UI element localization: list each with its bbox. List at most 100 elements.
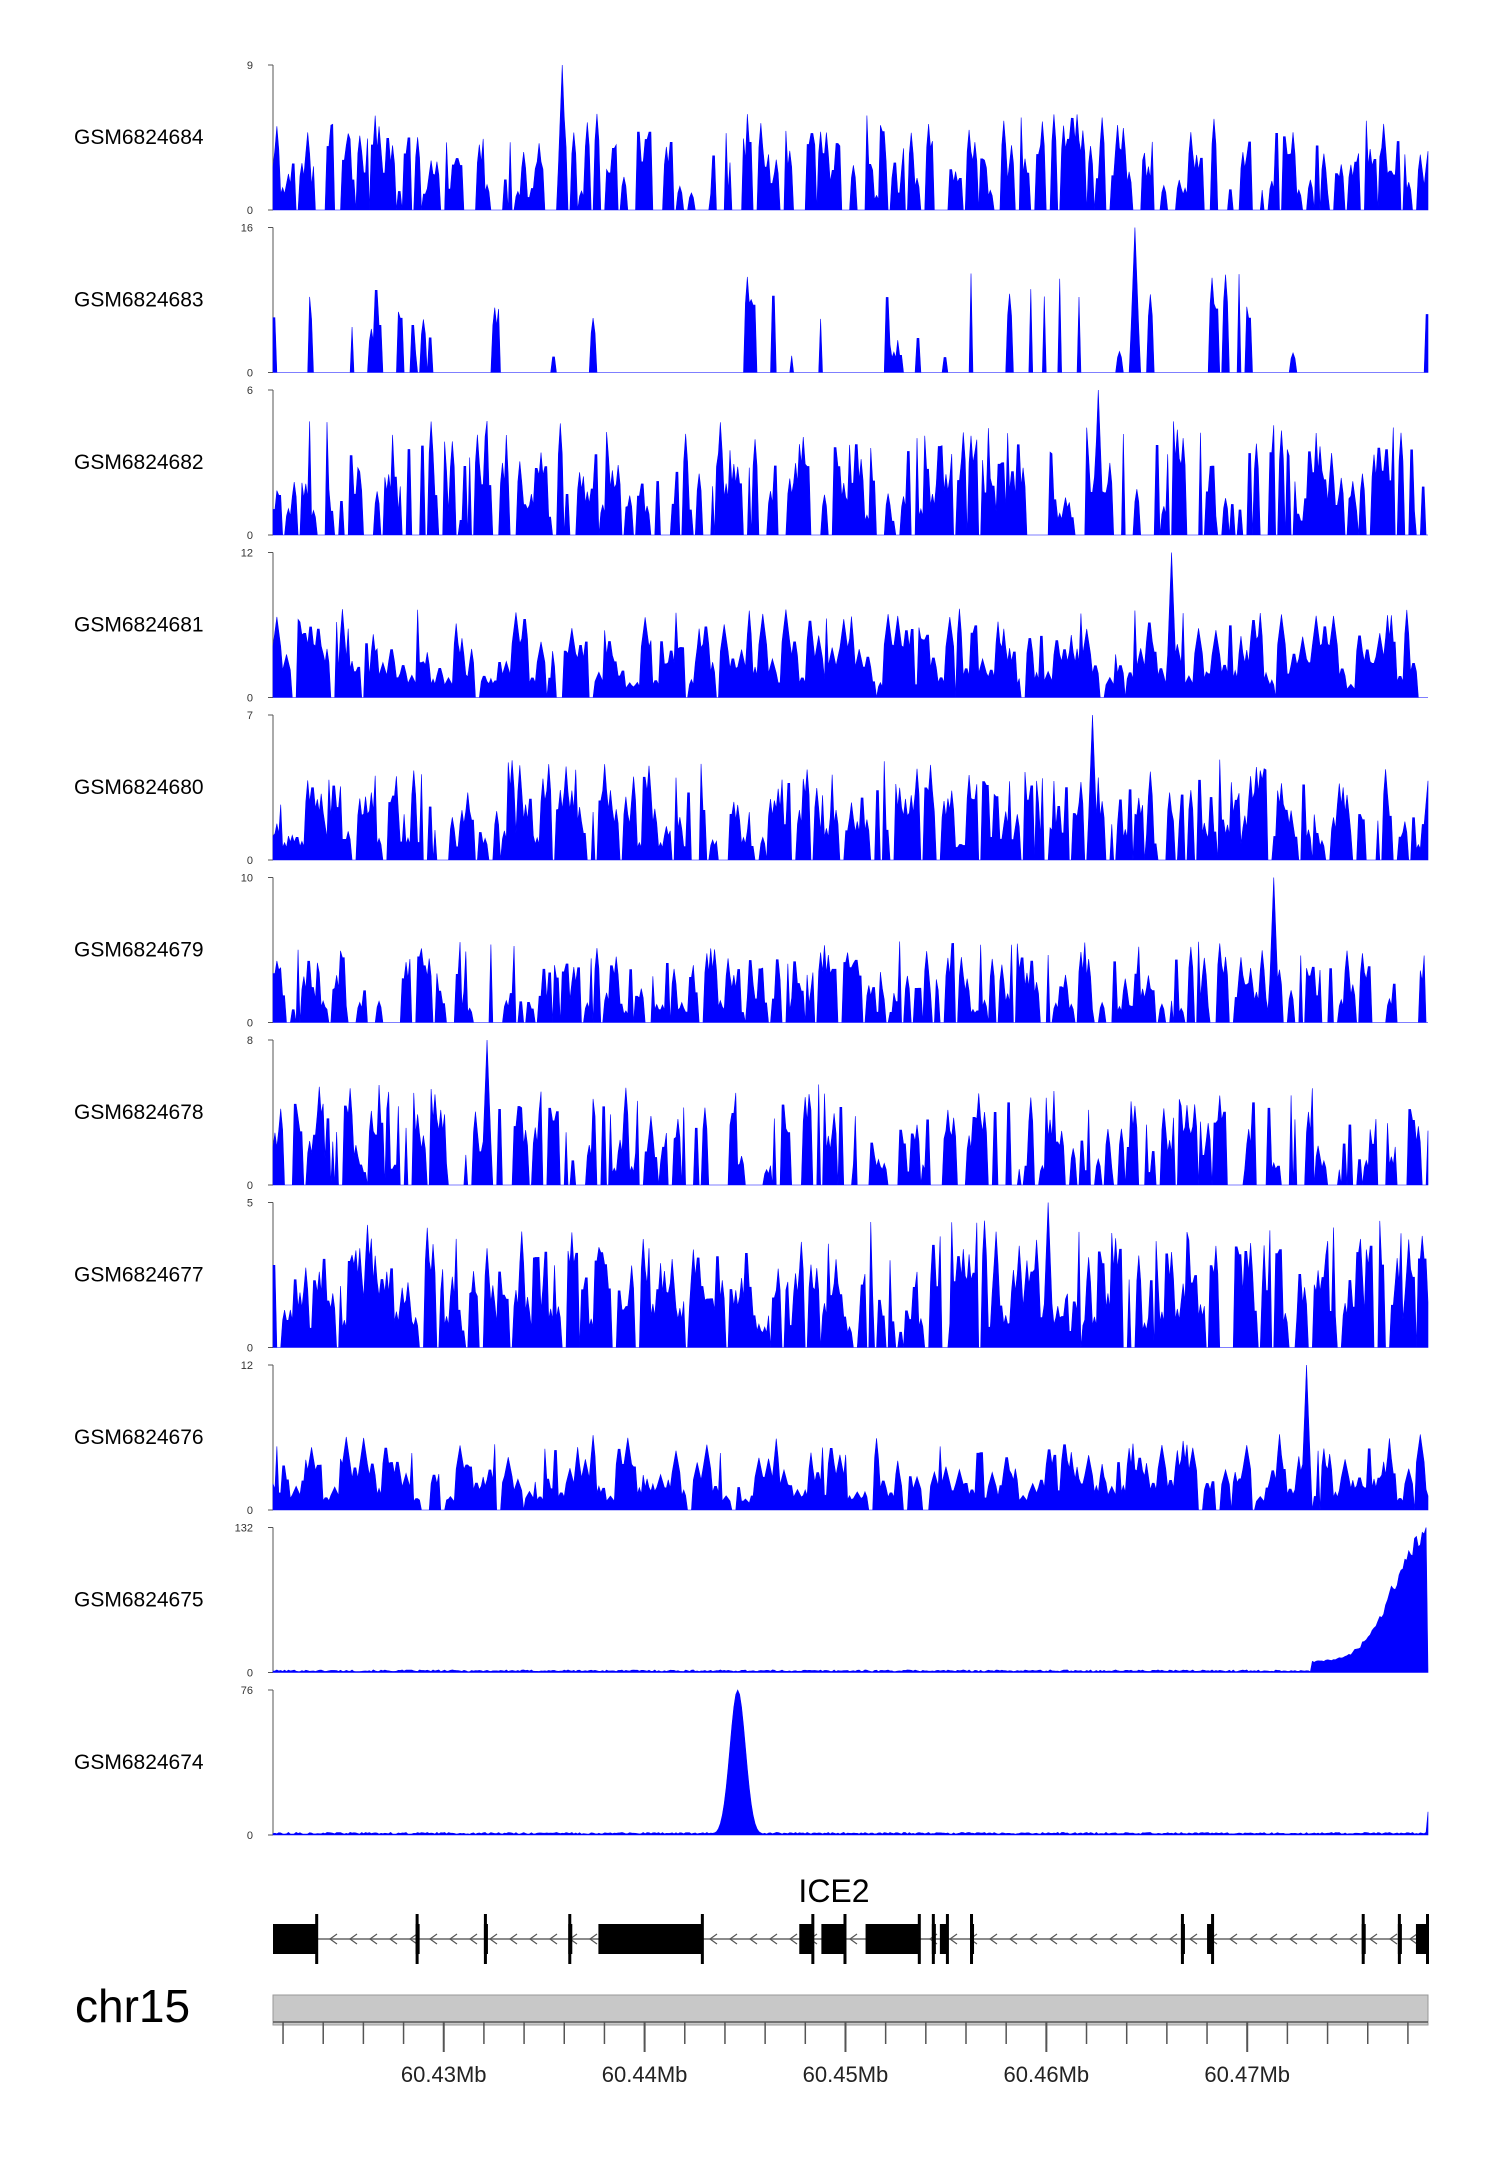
coverage-area (272, 1202, 1429, 1348)
track-name: GSM6824675 (74, 1589, 204, 1612)
signal-track-GSM6824680: GSM6824680 7 0 (74, 710, 1429, 867)
gene-exon-boundary (970, 1914, 974, 1964)
track-name: GSM6824676 (74, 1426, 204, 1449)
track-name: GSM6824674 (74, 1751, 204, 1774)
track-name: GSM6824678 (74, 1101, 204, 1124)
coverage-area (272, 552, 1428, 698)
gene-exon (273, 1924, 318, 1954)
gene-exon-boundary (1426, 1914, 1429, 1964)
coverage-area (272, 389, 1428, 536)
strand-arrow (708, 1933, 718, 1945)
y-axis-max-label: 8 (247, 1035, 253, 1047)
strand-arrow (488, 1933, 498, 1945)
y-axis-max-label: 10 (241, 873, 253, 885)
strand-arrow (1188, 1933, 1198, 1945)
strand-arrow (1228, 1933, 1238, 1945)
signal-track-GSM6824677: GSM6824677 5 0 (74, 1198, 1429, 1355)
y-axis-min-label: 0 (247, 1505, 253, 1517)
gene-exon (1415, 1924, 1428, 1954)
y-axis-max-label: 7 (247, 710, 253, 722)
y-axis-min-label: 0 (247, 1343, 253, 1355)
gene-exon-boundary (1361, 1914, 1365, 1964)
y-axis-max-label: 6 (247, 385, 253, 397)
signal-track-GSM6824674: GSM6824674 76 0 (74, 1685, 1429, 1842)
coverage-area (272, 64, 1429, 211)
signal-tracks: GSM682468490GSM6824683160GSM682468260GSM… (74, 60, 1429, 1842)
strand-arrow (1348, 1933, 1358, 1945)
strand-arrow (408, 1933, 418, 1945)
y-axis-max-label: 12 (241, 548, 253, 560)
gene-exon-boundary (700, 1914, 704, 1964)
y-axis-max-label: 16 (241, 223, 253, 235)
strand-arrow (788, 1933, 798, 1945)
gene-track: ICE2 (273, 1873, 1429, 1964)
gene-exon-boundary (1180, 1914, 1184, 1964)
strand-arrow (1168, 1933, 1178, 1945)
coverage-area (272, 1364, 1429, 1511)
coverage-area (272, 1039, 1429, 1186)
coverage-area (272, 1527, 1429, 1673)
y-axis-max-label: 5 (247, 1198, 253, 1210)
strand-arrow (1128, 1933, 1138, 1945)
y-axis-max-label: 76 (241, 1685, 253, 1697)
strand-arrow (1088, 1933, 1098, 1945)
gene-exon-boundary (415, 1914, 419, 1964)
y-axis-max-label: 9 (247, 60, 253, 72)
strand-arrow (1388, 1933, 1398, 1945)
strand-arrow (1048, 1933, 1058, 1945)
coverage-area (272, 227, 1429, 373)
gene-exon-boundary (843, 1914, 847, 1964)
strand-arrow (1268, 1933, 1278, 1945)
signal-track-GSM6824683: GSM6824683 16 0 (74, 223, 1429, 380)
gene-exon (821, 1924, 846, 1954)
coverage-area (272, 877, 1428, 1023)
strand-arrow (968, 1933, 978, 1945)
strand-arrow (328, 1933, 338, 1945)
strand-arrow (1368, 1933, 1378, 1945)
track-name: GSM6824681 (74, 614, 204, 637)
strand-arrow (748, 1933, 758, 1945)
y-axis-min-label: 0 (247, 1668, 253, 1680)
y-axis-min-label: 0 (247, 1180, 253, 1192)
gene-exon-boundary (917, 1914, 921, 1964)
signal-track-GSM6824675: GSM6824675 132 0 (74, 1523, 1429, 1680)
strand-arrow (1328, 1933, 1338, 1945)
gene-exon-boundary (315, 1914, 319, 1964)
x-tick-label: 60.45Mb (803, 2062, 889, 2087)
signal-track-GSM6824678: GSM6824678 8 0 (74, 1035, 1429, 1192)
track-name: GSM6824684 (74, 126, 204, 149)
strand-arrow (1028, 1933, 1038, 1945)
x-tick-label: 60.44Mb (602, 2062, 688, 2087)
signal-track-GSM6824679: GSM6824679 10 0 (74, 873, 1428, 1030)
gene-exons (273, 1914, 1429, 1964)
genome-axis-ticks: 60.43Mb 60.44Mb 60.45Mb 60.46Mb 60.47Mb (282, 2022, 1409, 2087)
strand-arrow (1288, 1933, 1298, 1945)
strand-arrow (1068, 1933, 1078, 1945)
strand-arrow (348, 1933, 358, 1945)
x-tick-label: 60.43Mb (401, 2062, 487, 2087)
x-tick-label: 60.47Mb (1204, 2062, 1290, 2087)
track-name: GSM6824683 (74, 289, 204, 312)
y-axis-min-label: 0 (247, 1830, 253, 1842)
gene-exon-boundary (483, 1914, 487, 1964)
y-axis-min-label: 0 (247, 855, 253, 867)
strand-arrow (768, 1933, 778, 1945)
strand-arrow (1248, 1933, 1258, 1945)
gene-exon-boundary (1211, 1914, 1215, 1964)
signal-track-GSM6824684: GSM6824684 9 0 (74, 60, 1429, 217)
strand-arrow (948, 1933, 958, 1945)
strand-arrow (988, 1933, 998, 1945)
strand-arrow (1408, 1933, 1418, 1945)
strand-arrow (1108, 1933, 1118, 1945)
signal-track-GSM6824682: GSM6824682 6 0 (74, 385, 1428, 542)
strand-arrow (728, 1933, 738, 1945)
coverage-area (272, 714, 1429, 861)
y-axis-min-label: 0 (247, 530, 253, 542)
strand-arrow (428, 1933, 438, 1945)
signal-track-GSM6824676: GSM6824676 12 0 (74, 1360, 1429, 1517)
strand-arrow (368, 1933, 378, 1945)
gene-exon-boundary (568, 1914, 572, 1964)
strand-arrow (388, 1933, 398, 1945)
y-axis-min-label: 0 (247, 205, 253, 217)
